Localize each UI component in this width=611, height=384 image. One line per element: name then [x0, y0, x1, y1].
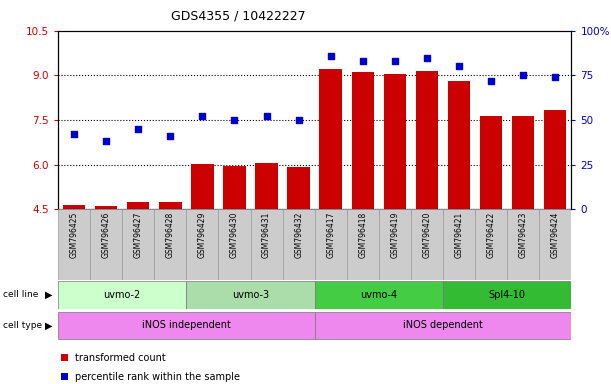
- Text: GSM796421: GSM796421: [455, 212, 464, 258]
- Bar: [512, 116, 535, 343]
- Text: GSM796428: GSM796428: [166, 212, 175, 258]
- Bar: [283, 209, 315, 280]
- Text: iNOS dependent: iNOS dependent: [403, 320, 483, 331]
- Bar: [540, 209, 571, 280]
- Text: GSM796425: GSM796425: [70, 212, 79, 258]
- Text: iNOS independent: iNOS independent: [142, 320, 231, 331]
- Bar: [351, 73, 374, 343]
- Text: ▶: ▶: [45, 320, 52, 331]
- Bar: [159, 202, 181, 343]
- Text: GSM796418: GSM796418: [358, 212, 367, 258]
- Bar: [219, 209, 251, 280]
- Bar: [127, 202, 150, 343]
- Text: ▶: ▶: [45, 290, 52, 300]
- Point: [518, 72, 528, 78]
- Bar: [155, 209, 186, 280]
- Point: [390, 58, 400, 64]
- Bar: [315, 281, 443, 309]
- Text: GSM796426: GSM796426: [101, 212, 111, 258]
- Bar: [320, 70, 342, 343]
- Bar: [223, 166, 246, 343]
- Point: [197, 113, 207, 119]
- Text: GSM796427: GSM796427: [134, 212, 143, 258]
- Text: GSM796419: GSM796419: [390, 212, 400, 258]
- Text: GSM796430: GSM796430: [230, 212, 239, 258]
- Text: GSM796422: GSM796422: [486, 212, 496, 258]
- Text: uvmo-4: uvmo-4: [360, 290, 397, 300]
- Bar: [186, 209, 219, 280]
- Bar: [58, 281, 186, 309]
- Bar: [379, 209, 411, 280]
- Bar: [315, 312, 571, 339]
- Text: GSM796429: GSM796429: [198, 212, 207, 258]
- Point: [294, 117, 304, 123]
- Text: Spl4-10: Spl4-10: [489, 290, 525, 300]
- Bar: [480, 116, 502, 343]
- Bar: [90, 209, 122, 280]
- Point: [133, 126, 143, 132]
- Point: [101, 138, 111, 144]
- Text: percentile rank within the sample: percentile rank within the sample: [75, 372, 240, 382]
- Point: [358, 58, 368, 64]
- Text: transformed count: transformed count: [75, 353, 166, 362]
- Bar: [315, 209, 347, 280]
- Text: GSM796417: GSM796417: [326, 212, 335, 258]
- Bar: [58, 312, 315, 339]
- Text: cell line: cell line: [3, 290, 38, 299]
- Bar: [443, 281, 571, 309]
- Text: GSM796432: GSM796432: [294, 212, 303, 258]
- Point: [230, 117, 240, 123]
- Point: [486, 78, 496, 84]
- Bar: [411, 209, 443, 280]
- Text: cell type: cell type: [3, 321, 42, 330]
- Point: [454, 63, 464, 70]
- Bar: [63, 205, 86, 343]
- Point: [551, 74, 560, 80]
- Point: [166, 133, 175, 139]
- Bar: [122, 209, 155, 280]
- Point: [422, 55, 432, 61]
- Bar: [415, 71, 438, 343]
- Text: uvmo-2: uvmo-2: [104, 290, 141, 300]
- Bar: [191, 164, 214, 343]
- Bar: [448, 81, 470, 343]
- Bar: [347, 209, 379, 280]
- Bar: [443, 209, 475, 280]
- Bar: [255, 163, 278, 343]
- Bar: [58, 209, 90, 280]
- Bar: [384, 74, 406, 343]
- Text: GSM796431: GSM796431: [262, 212, 271, 258]
- Text: GSM796420: GSM796420: [422, 212, 431, 258]
- Text: uvmo-3: uvmo-3: [232, 290, 269, 300]
- Bar: [475, 209, 507, 280]
- Text: GSM796423: GSM796423: [519, 212, 528, 258]
- Text: GSM796424: GSM796424: [551, 212, 560, 258]
- Bar: [544, 111, 566, 343]
- Bar: [251, 209, 283, 280]
- Bar: [287, 167, 310, 343]
- Point: [326, 53, 335, 59]
- Bar: [95, 206, 117, 343]
- Text: GDS4355 / 10422227: GDS4355 / 10422227: [171, 10, 306, 23]
- Point: [69, 131, 79, 137]
- Bar: [186, 281, 315, 309]
- Bar: [507, 209, 540, 280]
- Point: [262, 113, 271, 119]
